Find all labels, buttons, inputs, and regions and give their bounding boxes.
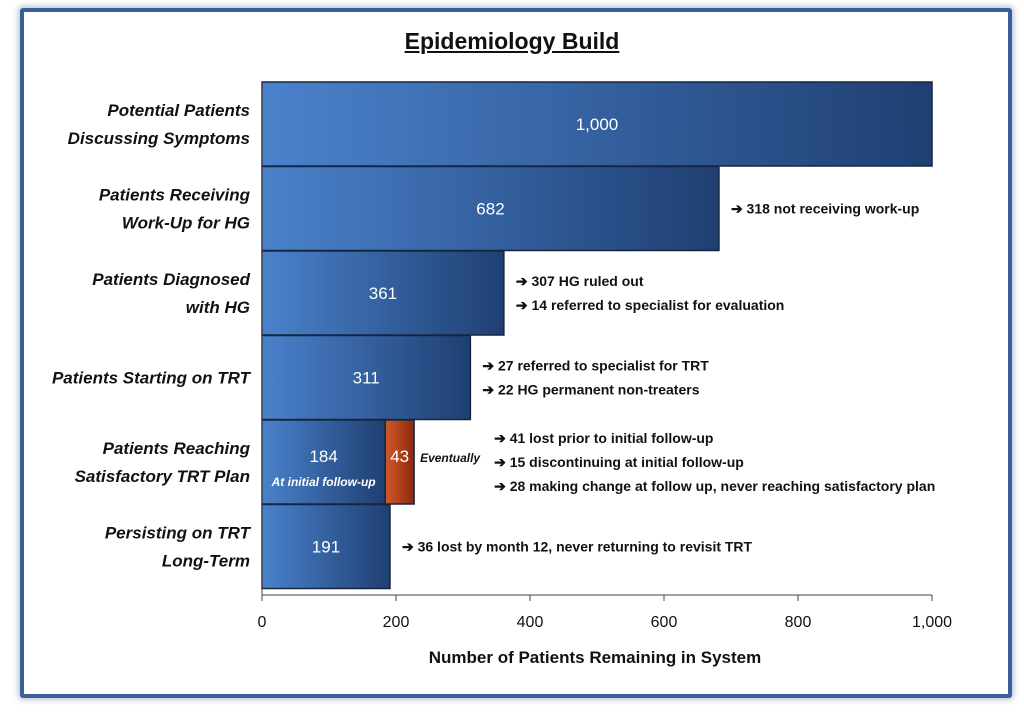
x-tick-label: 200 (383, 614, 410, 631)
annotation-note: ➔ 15 discontinuing at initial follow-up (494, 454, 744, 470)
bar (261, 165, 720, 252)
bar-value-label: 1,000 (576, 115, 619, 134)
category-label: Satisfactory TRT Plan (75, 467, 250, 486)
extra-value-label: 43 (390, 447, 409, 466)
annotation-note: ➔ 318 not receiving work-up (731, 201, 919, 217)
category-label: Work-Up for HG (122, 214, 250, 233)
annotation-note: ➔ 28 making change at follow up, never r… (494, 478, 935, 494)
category-row: Patients Reaching Satisfactory TRT Plan 18… (75, 419, 935, 505)
category-label: Patients Reaching (103, 439, 251, 458)
category-label: Patients Starting on TRT (52, 369, 252, 388)
extra-note: Eventually (420, 451, 481, 465)
x-tick-label: 0 (258, 614, 267, 631)
x-tick-label: 400 (517, 614, 544, 631)
category-row: Persisting on TRT Long-Term 191 ➔ 36 lost b… (105, 503, 753, 590)
annotation-note: ➔ 36 lost by month 12, never returning t… (402, 539, 753, 555)
bar (261, 81, 933, 167)
bar-value-label: 361 (369, 284, 397, 303)
annotation-note: ➔ 14 referred to specialist for evaluati… (516, 297, 785, 313)
category-label: Long-Term (162, 552, 250, 571)
bar-value-label: 311 (353, 369, 380, 388)
category-label: Potential Patients (107, 101, 250, 120)
category-row: Potential Patients Discussing Symptoms 1,0… (68, 81, 933, 167)
bar-value-label: 682 (476, 200, 504, 219)
x-axis-label: Number of Patients Remaining in System (429, 648, 762, 667)
annotation-note: ➔ 307 HG ruled out (516, 273, 644, 289)
annotation-note: ➔ 41 lost prior to initial follow-up (494, 430, 713, 446)
category-label: Discussing Symptoms (68, 129, 250, 148)
x-tick-label: 1,000 (912, 614, 952, 631)
category-row: Patients Starting on TRT 311 ➔ 27 referred… (52, 334, 709, 421)
category-label: Patients Receiving (99, 186, 251, 205)
category-label: Persisting on TRT (105, 524, 252, 543)
category-row: Patients Receiving Work-Up for HG 682 ➔ 318… (99, 165, 919, 252)
chart-title: Epidemiology Build (404, 28, 620, 54)
annotation-note: ➔ 27 referred to specialist for TRT (482, 358, 709, 374)
bar-sub-label: At initial follow-up (271, 475, 376, 489)
x-tick-label: 600 (651, 614, 678, 631)
bar-value-label: 184 (309, 447, 337, 466)
category-label: Patients Diagnosed (92, 270, 250, 289)
category-row: Patients Diagnosed with HG 361 ➔ 307 HG rul… (92, 250, 785, 336)
x-tick-label: 800 (785, 614, 812, 631)
category-label: with HG (186, 298, 250, 317)
annotation-note: ➔ 22 HG permanent non-treaters (482, 382, 699, 398)
extra-bar (384, 419, 415, 505)
bar-value-label: 191 (312, 538, 340, 557)
